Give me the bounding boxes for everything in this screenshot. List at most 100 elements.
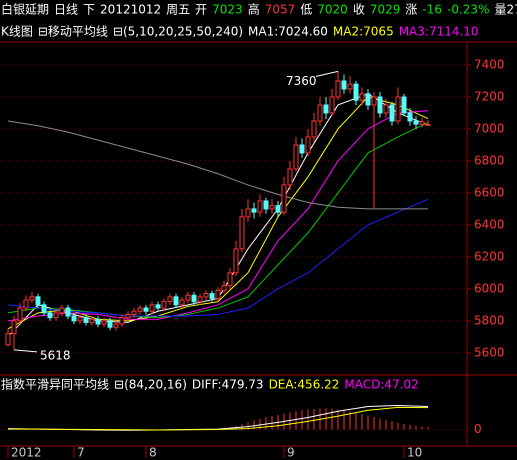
y-tick-label: 6200 [474,249,505,263]
header-field: -0.23% [447,3,489,17]
candle-body [359,93,365,101]
candle-body [299,144,305,154]
candle-body [275,205,281,213]
candle-body [143,307,149,312]
annotation-leader [13,349,38,353]
candle-body [149,304,155,312]
candle-body [239,216,245,250]
candle-body [257,200,263,213]
x-tick-label: 10 [407,446,422,460]
candle-body [389,104,395,122]
header-field: 下 [83,3,95,17]
candle-body [89,318,95,323]
candle-body [305,136,311,154]
candle-body [155,304,161,309]
y-tick-label: 7400 [474,57,505,71]
header-field: 低 [300,3,312,17]
indicator-label: DEA:456.22 [269,378,340,392]
annotation-leader [315,70,339,77]
candle-body [347,83,353,90]
candle-body [47,312,53,319]
candle-body [5,333,11,346]
header-field: 量273850 [494,3,517,17]
header-field: 7029 [370,3,401,17]
candle-body [269,205,275,210]
candle-body [197,296,203,303]
candle-body [59,307,65,314]
y-tick-label: 6000 [474,281,505,295]
macd-line [7,404,429,431]
indicator-label: MACD:47.02 [344,378,418,392]
header-field: 开 [195,3,207,17]
ma-line [7,120,428,210]
y-tick-label: 6800 [474,153,505,167]
annotation: 7360 [286,74,317,88]
header-field: 20121012 [100,3,161,17]
indicator-label: ⊟(84,20,16) [114,378,187,392]
candle-body [77,317,83,322]
candle-body [215,289,221,299]
candle-body [245,208,251,218]
candle-body [17,307,23,322]
x-tick-label: 2012 [11,446,42,460]
indicator-label: MA3:7114.10 [399,25,479,39]
macd-line [8,406,429,431]
candle-body [335,80,341,98]
candle-body [131,310,137,315]
candle-body [263,200,269,210]
candle-body [425,123,431,126]
candle-body [65,307,71,317]
y-tick-label: 6600 [474,185,505,199]
candle-body [41,304,47,314]
indicator-label: K线图 [1,25,33,39]
candle-body [167,296,173,303]
candle-body [185,294,191,301]
candle-body [113,323,119,328]
candle-body [419,121,425,125]
y-tick-label: 5800 [474,313,505,327]
candle-body [179,299,185,306]
candle-body [95,318,101,325]
indicator-label: ⊟移动平均线 [38,25,108,39]
candle-body [395,96,401,122]
candle-body [383,104,389,114]
candle-body [221,285,227,291]
candle-body [317,104,323,122]
candle-body [23,299,29,309]
candle-body [281,184,287,213]
indicator-label: ⊟(5,10,20,25,50,240) [113,25,243,39]
header-field: 日线 [54,3,78,17]
indicator-label: 指数平滑异同平均线 [1,377,109,392]
candle-body [125,313,131,319]
candle-body [29,296,35,301]
indicator-label: MA1:7024.60 [248,25,328,39]
candle-body [371,96,377,106]
candle-body [53,312,59,319]
candle-body [323,104,329,114]
header-field: 涨 [405,2,417,17]
candle-body [311,120,317,138]
header-field: 白银延期 [1,2,49,17]
header-field: 7020 [317,3,348,17]
candle-body [203,293,209,298]
candle-body [293,144,299,170]
candle-body [407,112,413,122]
candle-body [365,93,371,106]
candle-body [353,83,359,101]
y-tick-label: 0 [474,422,482,436]
candle-body [413,120,419,125]
header-field: 周五 [166,3,190,17]
candle-body [287,168,293,186]
ma-line [7,122,429,319]
candle-body [161,301,167,309]
candle-body [341,80,347,90]
candle-body [191,294,197,303]
y-tick-label: 5600 [474,345,505,359]
candle-body [329,96,335,114]
candle-body [377,96,383,114]
x-tick-label: 8 [149,446,157,460]
y-tick-label: 7200 [474,89,505,103]
indicator-label: MA2:7065 [333,25,394,39]
